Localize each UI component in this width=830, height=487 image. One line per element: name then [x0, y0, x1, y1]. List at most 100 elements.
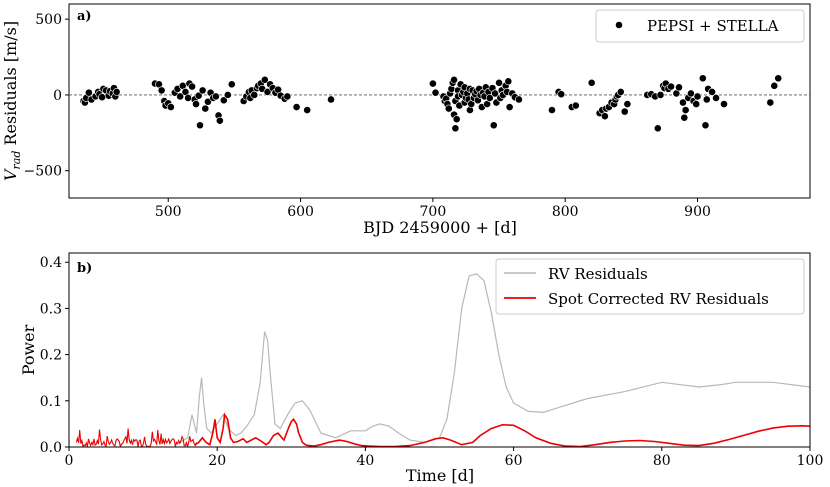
panel-a-y-ticks: −500 0 500 — [24, 12, 69, 180]
data-point-52 — [250, 91, 259, 99]
a-x-tick-label-500: 500 — [155, 204, 182, 220]
ylabel-rest: Residuals [m/s] — [1, 21, 20, 151]
data-point-82 — [451, 124, 460, 133]
a-x-tick-label-700: 700 — [420, 204, 447, 220]
data-point-35 — [196, 121, 204, 130]
data-point-168 — [702, 95, 711, 104]
panel-a-y-axis-label: Vrad Residuals [m/s] — [1, 21, 23, 181]
b-x-tick-label-80: 80 — [653, 453, 671, 469]
data-point-68 — [327, 95, 335, 104]
series-spot-corrected-rv-residuals — [194, 412, 810, 447]
data-point-45 — [223, 91, 232, 99]
data-point-126 — [514, 95, 523, 104]
data-point-33 — [192, 100, 200, 108]
data-point-70 — [431, 88, 440, 97]
a-x-tick-label-600: 600 — [287, 204, 314, 220]
data-point-157 — [675, 83, 683, 92]
panel-a-points — [79, 74, 783, 133]
data-point-132 — [587, 78, 596, 87]
b-x-tick-label-40: 40 — [356, 453, 374, 469]
data-point-37 — [201, 104, 210, 113]
a-y-tick-label-500: 500 — [35, 12, 62, 28]
data-point-26 — [176, 92, 185, 101]
data-point-83 — [452, 115, 461, 124]
data-point-46 — [227, 80, 236, 89]
panel-b-x-ticks: 0 20 40 60 80 100 — [65, 447, 824, 469]
data-point-149 — [653, 124, 662, 133]
data-point-44 — [219, 96, 228, 105]
data-point-155 — [667, 82, 675, 91]
legend-label-rv-residuals: RV Residuals — [548, 265, 648, 283]
data-point-170 — [708, 88, 716, 96]
data-point-123 — [505, 103, 514, 111]
panel-a-label: a) — [77, 9, 92, 24]
data-point-174 — [770, 81, 779, 90]
data-point-113 — [489, 121, 498, 130]
data-point-167 — [701, 121, 710, 130]
data-point-67 — [303, 106, 312, 114]
b-x-tick-label-0: 0 — [65, 453, 74, 469]
b-y-tick-label-0-3: 0.3 — [40, 301, 62, 317]
b-y-tick-label-0-0: 0.0 — [40, 440, 62, 456]
data-point-3 — [84, 88, 93, 97]
data-point-65 — [283, 92, 292, 101]
data-point-150 — [656, 91, 665, 99]
panel-a-legend-box — [595, 9, 805, 43]
series-rv-residuals — [179, 273, 810, 444]
data-point-143 — [616, 88, 625, 96]
a-x-tick-label-800: 800 — [552, 204, 579, 220]
series-spot-corrected-short-period — [75, 428, 198, 447]
data-point-79 — [450, 75, 458, 84]
data-point-66 — [292, 103, 301, 111]
data-point-31 — [188, 82, 196, 91]
ylabel-subscript: rad — [10, 151, 23, 170]
data-point-135 — [601, 112, 609, 121]
data-point-160 — [681, 106, 690, 114]
b-y-tick-label-0-4: 0.4 — [40, 255, 62, 271]
a-y-tick-label-500: −500 — [24, 164, 62, 180]
data-point-165 — [693, 92, 702, 101]
panel-b: 0 20 40 60 80 100 0.0 0.1 0.2 0.3 0.4 b) RV Resid… — [19, 252, 824, 485]
panel-b-label: b) — [77, 261, 92, 276]
a-x-tick-label-900: 900 — [684, 204, 711, 220]
data-point-34 — [194, 91, 203, 100]
data-point-166 — [698, 74, 707, 83]
panel-b-y-axis-label: Power — [19, 324, 38, 375]
data-point-75 — [444, 104, 453, 113]
ylabel-v: V — [1, 168, 20, 181]
data-point-122 — [504, 77, 513, 86]
data-point-69 — [428, 79, 437, 88]
data-point-158 — [679, 98, 687, 107]
data-point-131 — [571, 101, 580, 110]
panel-b-x-axis-label: Time [d] — [406, 466, 474, 485]
panel-b-legend-box — [495, 258, 805, 315]
data-point-159 — [680, 113, 689, 122]
legend-label-spot-corrected: Spot Corrected RV Residuals — [548, 290, 769, 308]
a-y-tick-label-0: 0 — [53, 88, 62, 104]
legend-label-pepsi-stella: PEPSI + STELLA — [647, 17, 779, 35]
data-point-19 — [157, 86, 166, 95]
data-point-36 — [198, 86, 207, 95]
b-x-tick-label-20: 20 — [208, 453, 226, 469]
data-point-129 — [557, 90, 566, 99]
b-x-tick-label-100: 100 — [797, 453, 824, 469]
data-point-164 — [692, 100, 701, 108]
b-x-tick-label-60: 60 — [505, 453, 523, 469]
data-point-144 — [620, 107, 629, 116]
data-point-38 — [204, 97, 212, 106]
data-point-173 — [766, 98, 775, 107]
data-point-16 — [112, 88, 121, 96]
b-y-tick-label-0-1: 0.1 — [40, 394, 62, 410]
data-point-114 — [491, 89, 499, 98]
data-point-145 — [623, 100, 632, 108]
panel-b-y-ticks: 0.0 0.1 0.2 0.3 0.4 — [40, 255, 69, 456]
data-point-127 — [548, 106, 556, 114]
panel-b-frame — [68, 252, 811, 448]
data-point-162 — [687, 89, 695, 98]
data-point-171 — [712, 94, 720, 102]
panel-a-x-axis-label: BJD 2459000 + [d] — [363, 218, 517, 237]
data-point-23 — [166, 103, 175, 111]
legend-marker-pepsi-stella — [615, 21, 623, 29]
data-point-8 — [98, 93, 106, 102]
